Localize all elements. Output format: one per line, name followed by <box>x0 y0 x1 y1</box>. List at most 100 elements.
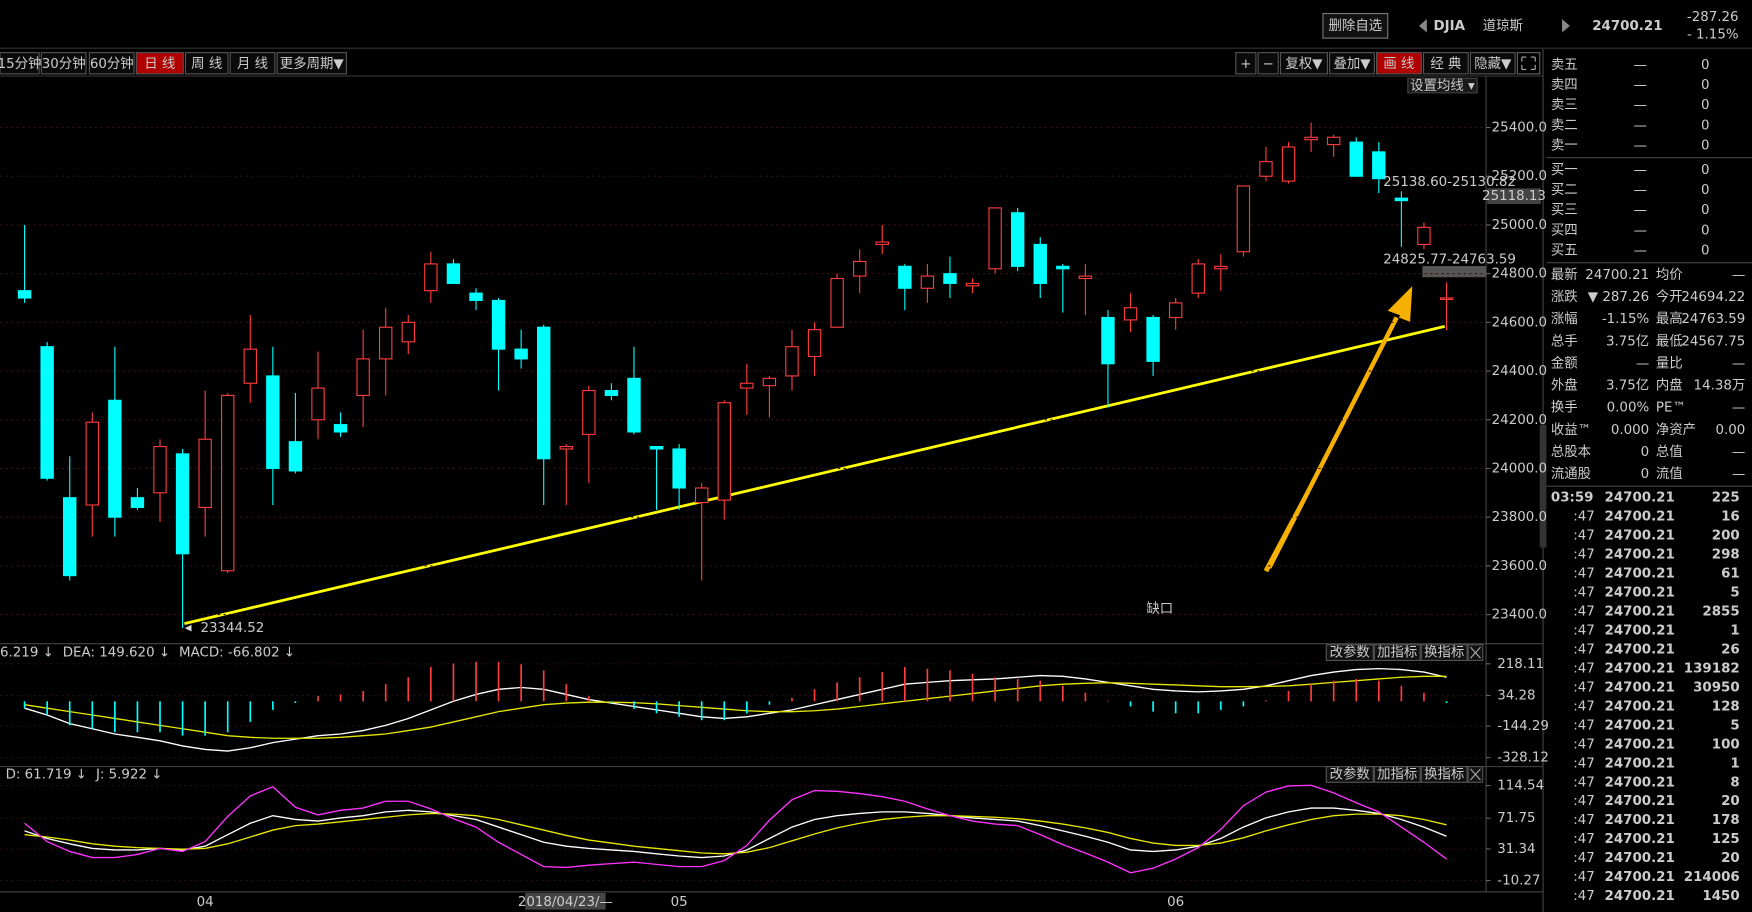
low-marker <box>184 624 192 632</box>
trade-price: 24700.21 <box>1605 566 1675 581</box>
candle-body <box>266 375 280 470</box>
low-label: 23344.52 <box>200 621 264 636</box>
y-tick-label: -10.27 <box>1497 874 1540 889</box>
delete-watch-button[interactable] <box>1322 12 1389 39</box>
quote-label: 今开 <box>1656 289 1683 305</box>
panel-button[interactable] <box>1325 766 1374 783</box>
panel-button[interactable] <box>1373 766 1421 783</box>
quote-label: 涨幅 <box>1551 311 1578 327</box>
book-price: — <box>1634 223 1647 238</box>
quote-value: — <box>1732 445 1745 460</box>
tool-button[interactable] <box>1422 52 1469 75</box>
book-volume: 0 <box>1701 98 1710 113</box>
candle-body <box>604 389 619 396</box>
period-tab[interactable] <box>88 52 135 75</box>
candle-body <box>807 329 822 358</box>
candle-body <box>1123 307 1138 321</box>
x-tick-label: 05 <box>671 895 688 910</box>
quote-label: 最低 <box>1656 333 1683 349</box>
candle-body <box>514 348 528 360</box>
quote-value: 24763.59 <box>1681 312 1745 327</box>
quote-label: 涨跌 <box>1551 289 1578 305</box>
candle-body <box>830 277 844 328</box>
book-label: 买四 <box>1551 222 1578 238</box>
fullscreen-button[interactable] <box>1516 52 1541 75</box>
trade-volume: 61 <box>1721 566 1740 581</box>
period-tab[interactable] <box>229 52 276 75</box>
quote-value: — <box>1636 356 1649 371</box>
tool-button[interactable] <box>1235 52 1257 75</box>
y-tick-label: 24400.0 <box>1492 364 1547 379</box>
book-price: — <box>1634 78 1647 93</box>
trade-volume: 128 <box>1712 699 1740 714</box>
book-price: — <box>1634 58 1647 73</box>
panel-button[interactable] <box>1420 644 1468 662</box>
candle-body <box>1304 136 1318 141</box>
period-tab[interactable] <box>0 52 40 75</box>
period-tab[interactable] <box>40 52 87 75</box>
panel-button[interactable] <box>1325 644 1374 662</box>
y-tick-label: -144.29 <box>1497 719 1549 734</box>
trade-volume: 5 <box>1730 585 1739 600</box>
quote-label: 流值 <box>1656 466 1683 482</box>
trade-price: 24700.21 <box>1605 870 1675 885</box>
trade-volume: 30950 <box>1693 680 1740 695</box>
candle-body <box>875 241 889 245</box>
book-price: — <box>1634 203 1647 218</box>
range-label: 24825.77-24763.59 <box>1383 252 1516 267</box>
candle-body <box>175 453 190 555</box>
tool-button[interactable] <box>1376 52 1422 75</box>
y-tick-label: 23400.0 <box>1492 608 1547 623</box>
trade-time: :47 <box>1573 585 1595 600</box>
trade-price: 24700.21 <box>1605 756 1675 771</box>
candle-body <box>401 321 415 343</box>
candle-body <box>1394 197 1409 202</box>
book-price: — <box>1634 163 1647 178</box>
candle-body <box>1010 212 1025 267</box>
quote-value: 3.75亿 <box>1606 333 1649 349</box>
candle-body <box>17 290 32 299</box>
prev-arrow[interactable] <box>1419 19 1427 33</box>
candle-body <box>243 348 257 384</box>
book-volume: 0 <box>1701 163 1710 178</box>
tool-button[interactable] <box>1329 52 1375 75</box>
tool-button[interactable] <box>1257 52 1279 75</box>
period-tab[interactable] <box>135 52 184 75</box>
panel-button[interactable] <box>1420 766 1468 783</box>
quote-value: — <box>1732 268 1745 283</box>
tool-button[interactable] <box>1469 52 1516 75</box>
next-arrow[interactable] <box>1562 19 1570 33</box>
trade-price: 24700.21 <box>1605 490 1675 505</box>
delete-watch-label: 删除自选 <box>1329 18 1383 34</box>
tool-label: 经 典 <box>1430 56 1461 72</box>
panel-button[interactable] <box>1373 644 1421 662</box>
scroll-handle[interactable] <box>1539 424 1547 548</box>
symbol: DJIA <box>1434 19 1466 34</box>
trade-time: :47 <box>1573 642 1595 657</box>
quote-value: 3.75亿 <box>1606 378 1649 394</box>
tool-button[interactable] <box>1279 52 1328 75</box>
trade-price: 24700.21 <box>1605 889 1675 904</box>
book-volume: 0 <box>1701 223 1710 238</box>
quote-label: 总手 <box>1551 333 1578 349</box>
candle-body <box>852 260 867 277</box>
trade-time: :47 <box>1573 604 1595 619</box>
candle-body <box>1372 151 1386 180</box>
candle-body <box>1168 302 1183 319</box>
legend-label: D: 61.719 ↓ <box>6 767 87 782</box>
content: 删除自选 DJIA 道琼斯 24700.21 -287.26 - 1.15% 15分钟 30分… <box>0 10 1752 910</box>
book-volume: 0 <box>1701 78 1710 93</box>
candle-body <box>943 273 957 284</box>
trade-price: 24700.21 <box>1605 604 1675 619</box>
period-tab[interactable] <box>184 52 229 75</box>
book-label: 卖三 <box>1551 97 1578 113</box>
indicator-line <box>24 667 1447 752</box>
candle-body <box>379 326 393 360</box>
change-pct: - 1.15% <box>1687 28 1739 43</box>
book-volume: 0 <box>1701 118 1710 133</box>
period-tab[interactable] <box>276 52 347 75</box>
ma-button[interactable] <box>1407 77 1478 94</box>
tool-label: 画 线 <box>1383 56 1414 72</box>
candle-body <box>717 402 731 501</box>
